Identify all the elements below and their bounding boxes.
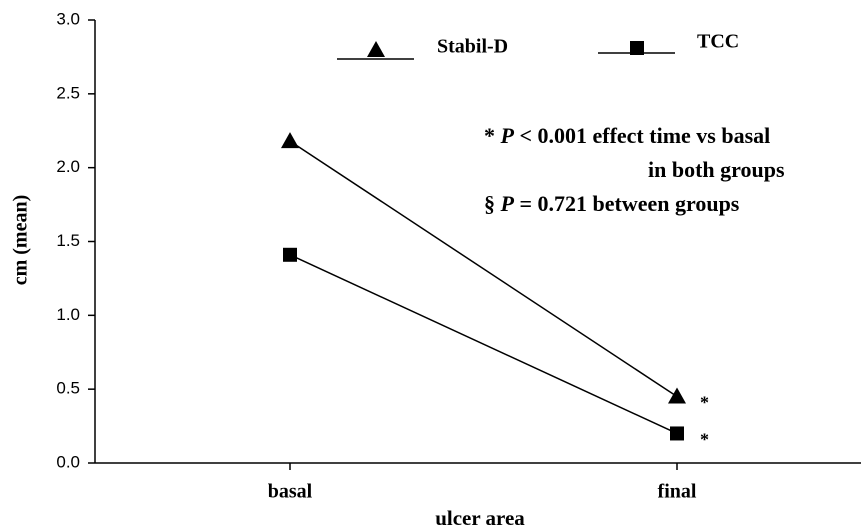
annotation: in both groups: [648, 157, 785, 182]
y-tick-label: 2.0: [56, 157, 80, 176]
annotation: * P < 0.001 effect time vs basal: [484, 123, 770, 148]
y-tick-label: 2.5: [56, 83, 80, 102]
marker: [630, 41, 644, 55]
annotation-part: in both groups: [648, 157, 785, 182]
annotation-part: < 0.001 effect time vs basal: [514, 123, 770, 148]
marker: [283, 247, 297, 262]
annotation-part: P: [500, 123, 515, 148]
y-tick-label: 3.0: [56, 9, 80, 28]
y-tick-label: 1.5: [56, 231, 80, 250]
x-tick-label: final: [658, 481, 697, 503]
annotation-part: = 0.721 between groups: [514, 191, 740, 216]
marker: [281, 132, 299, 149]
annotation-part: *: [484, 123, 501, 148]
series-line: [289, 254, 678, 435]
legend-label: TCC: [697, 31, 739, 53]
y-tick-label: 0.0: [56, 452, 80, 471]
x-tick-label: basal: [268, 481, 313, 503]
series-line: [289, 140, 678, 398]
annotation-part: P: [500, 191, 515, 216]
y-axis-title: cm (mean): [10, 195, 32, 286]
point-annotation: *: [700, 430, 709, 450]
annotation: § P = 0.721 between groups: [484, 191, 740, 216]
marker: [668, 387, 686, 404]
point-annotation: *: [700, 393, 709, 413]
annotation-part: §: [484, 191, 501, 216]
y-tick-label: 0.5: [56, 379, 80, 398]
marker: [367, 41, 385, 57]
marker: [670, 426, 684, 441]
y-tick-label: 1.0: [56, 305, 80, 324]
legend-label: Stabil-D: [437, 36, 508, 58]
x-axis-title: ulcer area: [435, 506, 525, 530]
